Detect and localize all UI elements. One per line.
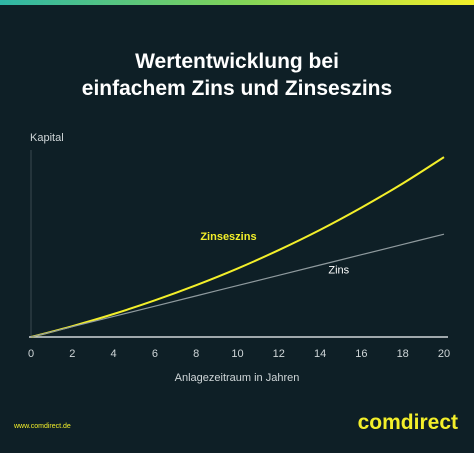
series-lines	[30, 156, 445, 338]
top-gradient-bar	[0, 0, 474, 5]
x-tick-label: 20	[438, 348, 450, 360]
chart-title-line-1: Wertentwicklung bei	[135, 50, 339, 73]
footer-url: www.comdirect.de	[14, 423, 71, 430]
x-tick-label: 18	[397, 348, 409, 360]
series-labels: Zinseszins Zins	[200, 231, 349, 277]
series-label-zinseszins: Zinseszins	[200, 231, 256, 243]
brand-logo: comdirect	[357, 411, 458, 434]
x-tick-label: 6	[152, 348, 158, 360]
x-tick-label: 14	[314, 348, 326, 360]
x-tick-label: 12	[273, 348, 285, 360]
x-tick-label: 4	[111, 348, 117, 360]
x-tick-label: 0	[28, 348, 34, 360]
chart-title: Wertentwicklung bei einfachem Zins und Z…	[0, 48, 474, 102]
x-tick-label: 2	[69, 348, 75, 360]
x-tick-label: 10	[231, 348, 243, 360]
x-tick-labels: 0 2 4 6 8 10 12 14 16 18 20	[28, 348, 450, 360]
series-line-zins	[30, 233, 445, 338]
series-label-zins: Zins	[328, 264, 349, 276]
y-axis-label: Kapital	[30, 132, 64, 144]
x-axis-label: Anlagezeitraum in Jahren	[175, 372, 300, 384]
x-tick-label: 8	[193, 348, 199, 360]
series-line-zinseszins	[30, 156, 445, 338]
chart-title-line-2: einfachem Zins und Zinseszins	[81, 77, 393, 100]
x-tick-label: 16	[355, 348, 367, 360]
